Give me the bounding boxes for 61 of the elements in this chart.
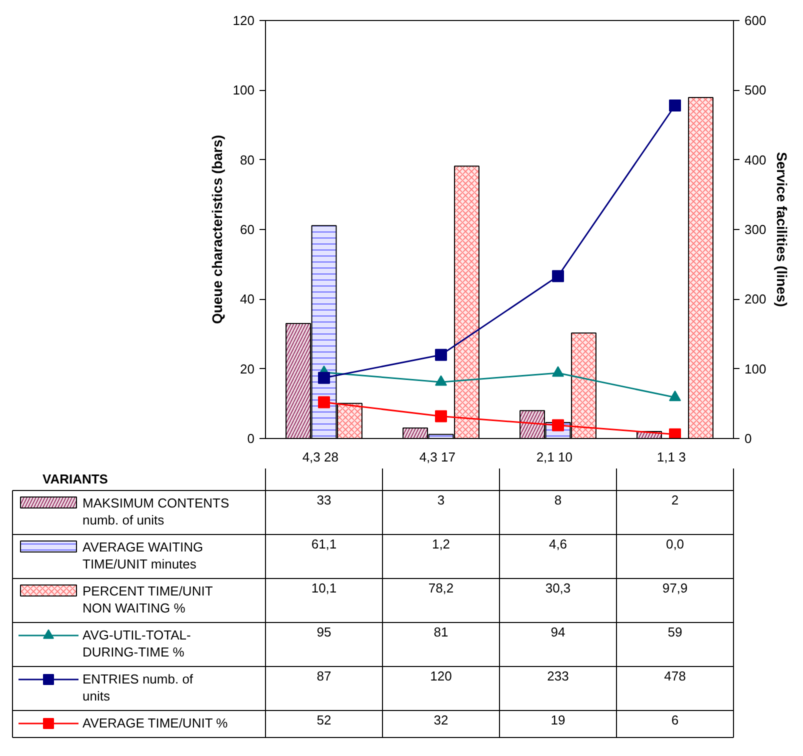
data-label: 2 bbox=[671, 492, 679, 508]
point bbox=[669, 428, 681, 438]
data-label: 4,6 bbox=[548, 536, 568, 552]
data-label: 59 bbox=[668, 624, 682, 640]
data-label: 8 bbox=[554, 492, 562, 508]
x-tick-label: 2,1 10 bbox=[536, 450, 572, 464]
data-label: 78,2 bbox=[428, 580, 454, 596]
y-axis-title: Queue characteristics (bars) bbox=[208, 134, 225, 324]
data-label: 120 bbox=[430, 668, 452, 684]
y2-tick-label: 400 bbox=[744, 152, 766, 168]
y2-tick-label: 200 bbox=[744, 292, 766, 307]
point bbox=[435, 375, 447, 386]
point bbox=[435, 410, 447, 422]
data-label: 1,2 bbox=[432, 536, 450, 552]
point bbox=[318, 396, 330, 408]
legend-label: MAKSIMUM CONTENTS numb. of units bbox=[82, 496, 230, 528]
data-label: 3 bbox=[437, 492, 445, 508]
data-label: 10,1 bbox=[311, 580, 337, 596]
y-tick-label: 100 bbox=[232, 82, 255, 98]
x-tick-label: 4,3 17 bbox=[419, 450, 456, 464]
y-tick-label: 120 bbox=[232, 13, 255, 28]
data-label: 478 bbox=[664, 668, 686, 684]
point bbox=[552, 270, 564, 282]
data-label: 33 bbox=[316, 492, 332, 508]
legend-label: ENTRIES numb. of units bbox=[82, 672, 194, 704]
y-tick-label: 40 bbox=[240, 292, 255, 307]
data-label: 52 bbox=[316, 712, 332, 728]
legend-label: AVERAGE TIME/UNIT % bbox=[82, 716, 228, 730]
x-tick-label: 4,3 28 bbox=[302, 450, 338, 464]
point bbox=[318, 372, 330, 384]
y-tick-label: 80 bbox=[240, 152, 255, 168]
data-label: 6 bbox=[671, 712, 679, 728]
y2-tick-label: 500 bbox=[744, 82, 766, 98]
data-label: 81 bbox=[434, 624, 448, 640]
y2-axis-title: Service facilities (lines) bbox=[774, 152, 790, 307]
data-label: 61,1 bbox=[311, 536, 337, 552]
x-tick-label: 1,1 3 bbox=[656, 450, 686, 464]
legend-label: PERCENT TIME/UNIT NON WAITING % bbox=[82, 584, 213, 616]
y-tick-label: 0 bbox=[247, 431, 255, 446]
legend-label: AVG-UTIL-TOTAL-DURING-TIME % bbox=[82, 628, 191, 660]
y2-tick-label: 0 bbox=[744, 431, 752, 446]
legend-label: AVERAGE WAITING TIME/UNIT minutes bbox=[82, 540, 204, 572]
data-label: 97,9 bbox=[662, 580, 688, 596]
data-label: 0,0 bbox=[666, 536, 684, 552]
point bbox=[435, 348, 447, 361]
y-tick-label: 60 bbox=[240, 222, 255, 237]
data-label: 19 bbox=[550, 712, 566, 728]
point bbox=[669, 390, 681, 402]
y2-tick-label: 600 bbox=[744, 13, 766, 28]
data-label: 87 bbox=[316, 668, 332, 684]
data-label: 30,3 bbox=[545, 580, 571, 596]
point bbox=[552, 366, 564, 377]
data-label: 94 bbox=[550, 624, 566, 640]
text: VARIANTS bbox=[42, 472, 108, 486]
data-label: 233 bbox=[547, 668, 569, 684]
data-label: 95 bbox=[316, 624, 332, 640]
y2-tick-label: 300 bbox=[744, 222, 766, 237]
data-label: 32 bbox=[434, 712, 448, 728]
point bbox=[669, 99, 681, 112]
y-tick-label: 20 bbox=[240, 361, 255, 376]
y2-tick-label: 100 bbox=[744, 361, 766, 376]
